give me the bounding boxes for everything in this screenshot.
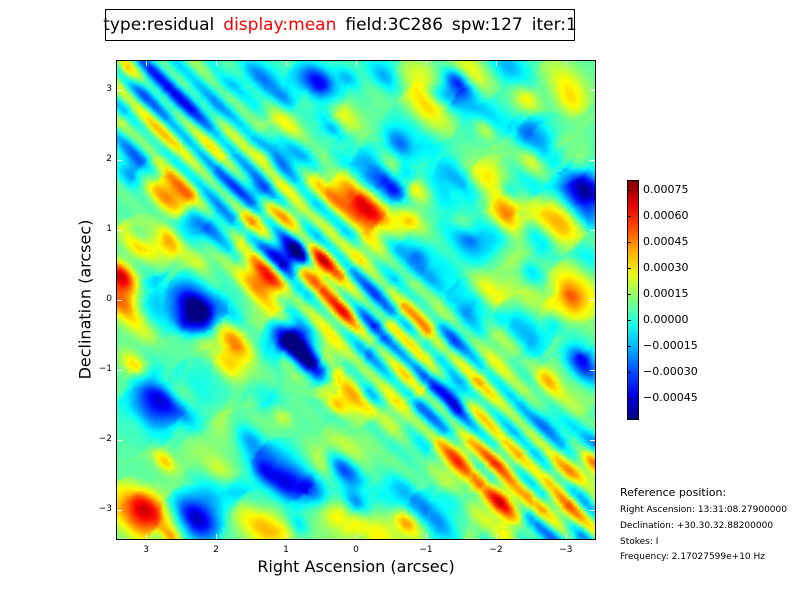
colorbar-tick-mark	[627, 371, 631, 373]
colorbar-tick-label: 0.00015	[643, 286, 689, 300]
y-tick-label: −1	[98, 363, 112, 374]
y-tick-mark	[590, 230, 595, 232]
title-spw: spw:127	[451, 15, 523, 35]
y-tick-label: 1	[106, 224, 112, 235]
colorbar	[627, 180, 639, 420]
reference-dec: Declination: +30.30.32.88200000	[620, 521, 774, 531]
reference-frequency: Frequency: 2.17027599e+10 Hz	[620, 552, 766, 562]
title-type: type:residual	[103, 15, 215, 35]
reference-stokes: Stokes: I	[620, 537, 659, 547]
x-tick-label: 0	[353, 545, 359, 555]
x-tick-mark	[146, 534, 148, 539]
colorbar-tick-mark	[627, 242, 631, 244]
colorbar-tick-label: 0.00060	[643, 209, 689, 223]
x-tick-mark	[495, 534, 497, 539]
x-tick-mark	[356, 61, 357, 66]
x-tick-label: −3	[559, 545, 573, 555]
y-tick-mark	[590, 160, 595, 162]
x-tick-mark	[216, 534, 218, 539]
x-tick-mark	[565, 534, 567, 539]
x-tick-mark	[425, 534, 427, 539]
y-tick-label: −2	[98, 433, 112, 444]
y-tick-label: 2	[106, 154, 112, 165]
residual-image[interactable]	[116, 60, 596, 540]
y-tick-mark	[117, 369, 122, 371]
y-tick-mark	[590, 369, 595, 371]
y-tick-label: −3	[98, 503, 112, 514]
x-axis-label: Right Ascension (arcsec)	[257, 557, 455, 576]
title-iter: iter:1	[531, 15, 577, 35]
colorbar-tick-mark	[627, 190, 631, 192]
heatmap-canvas	[117, 61, 595, 539]
y-tick-mark	[117, 509, 122, 511]
x-tick-mark	[286, 61, 288, 66]
y-tick-mark	[590, 509, 595, 511]
y-tick-mark	[117, 300, 122, 301]
x-tick-label: 2	[213, 545, 219, 555]
x-tick-mark	[495, 61, 497, 66]
y-tick-label: 3	[106, 84, 112, 95]
x-tick-label: 1	[283, 545, 289, 555]
y-tick-mark	[590, 90, 595, 92]
y-tick-mark	[590, 300, 595, 301]
colorbar-tick-label: 0.00075	[643, 183, 689, 197]
x-tick-label: −1	[419, 545, 433, 555]
colorbar-tick-mark	[627, 397, 631, 399]
colorbar-tick-label: 0.00030	[643, 261, 689, 275]
title-field: field:3C286	[345, 15, 443, 35]
x-tick-mark	[286, 534, 288, 539]
x-tick-label: 3	[143, 545, 149, 555]
colorbar-tick-mark	[627, 293, 631, 295]
y-tick-mark	[117, 230, 122, 232]
plot-title: type:residual display:mean field:3C286 s…	[103, 9, 577, 41]
x-tick-label: −2	[489, 545, 503, 555]
title-display: display:mean	[223, 15, 337, 35]
colorbar-tick-label: 0.00000	[643, 312, 689, 326]
colorbar-tick-label: −0.00045	[643, 390, 698, 404]
colorbar-tick-mark	[627, 319, 631, 321]
colorbar-tick-label: −0.00015	[643, 338, 698, 352]
y-axis-label: Declination (arcsec)	[75, 219, 95, 380]
colorbar-tick-label: 0.00045	[643, 235, 689, 249]
colorbar-tick-mark	[627, 345, 631, 347]
x-tick-mark	[565, 61, 567, 66]
y-tick-mark	[590, 439, 595, 441]
colorbar-tick-mark	[627, 268, 631, 270]
y-tick-mark	[117, 439, 122, 441]
colorbar-tick-mark	[627, 216, 631, 218]
x-tick-mark	[425, 61, 427, 66]
colorbar-tick-label: −0.00030	[643, 364, 698, 378]
y-tick-mark	[117, 90, 122, 92]
y-tick-label: 0	[106, 294, 112, 304]
y-tick-mark	[117, 160, 122, 162]
x-tick-mark	[216, 61, 218, 66]
reference-heading: Reference position:	[620, 486, 727, 499]
reference-ra: Right Ascension: 13:31:08.27900000	[620, 505, 787, 515]
x-tick-mark	[356, 534, 357, 539]
x-tick-mark	[146, 61, 148, 66]
